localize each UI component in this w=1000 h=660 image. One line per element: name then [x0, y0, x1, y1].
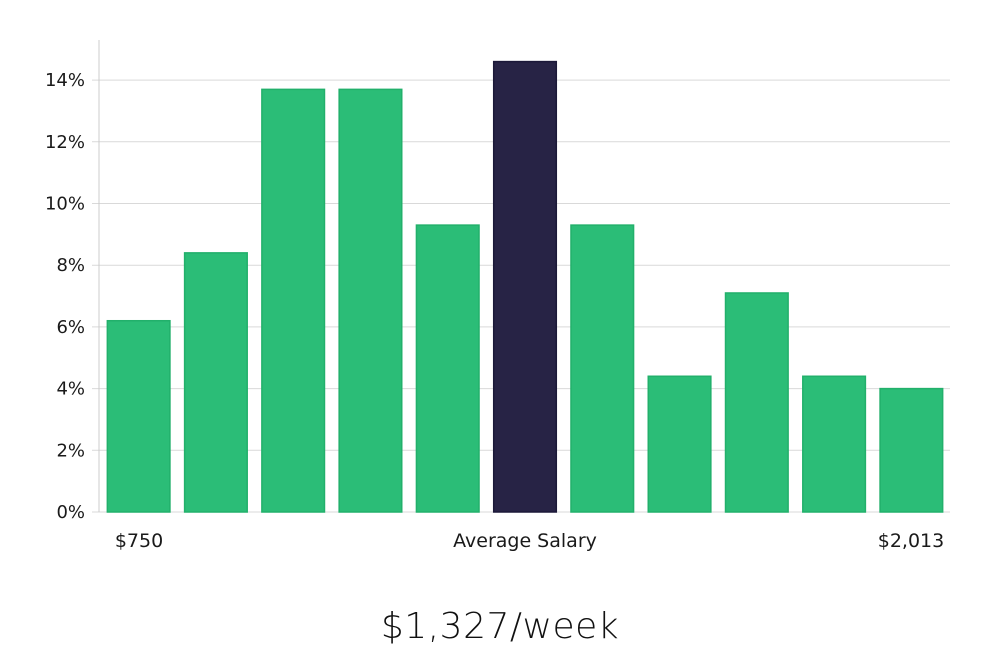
- y-tick-label: 4%: [56, 379, 85, 400]
- average-salary-headline: $1,327/week: [380, 606, 620, 647]
- y-tick-label: 14%: [45, 70, 85, 91]
- y-tick-label: 10%: [45, 194, 85, 215]
- bars: [106, 60, 944, 513]
- bar: [106, 319, 171, 513]
- salary-distribution-chart: 0%2%4%6%8%10%12%14% $750 Average Salary …: [45, 40, 950, 552]
- x-label-average: Average Salary: [453, 530, 597, 552]
- y-tick-label: 2%: [56, 440, 85, 461]
- bar-average-highlight: [492, 60, 558, 513]
- bar: [570, 224, 635, 513]
- bar: [261, 88, 326, 513]
- x-label-max: $2,013: [878, 530, 944, 552]
- y-tick-label: 12%: [45, 132, 85, 153]
- bar: [724, 292, 789, 513]
- y-tick-label: 6%: [56, 317, 85, 338]
- x-label-min: $750: [115, 530, 163, 552]
- y-tick-label: 0%: [56, 502, 85, 523]
- bar: [183, 252, 248, 513]
- bar: [802, 375, 867, 513]
- bar: [879, 387, 944, 513]
- bar: [338, 88, 403, 513]
- y-tick-labels: 0% 2% 4% 6% 8% 10% 12% 14%: [45, 70, 85, 523]
- bar: [647, 375, 712, 513]
- y-tick-label: 8%: [56, 255, 85, 276]
- bar: [415, 224, 480, 513]
